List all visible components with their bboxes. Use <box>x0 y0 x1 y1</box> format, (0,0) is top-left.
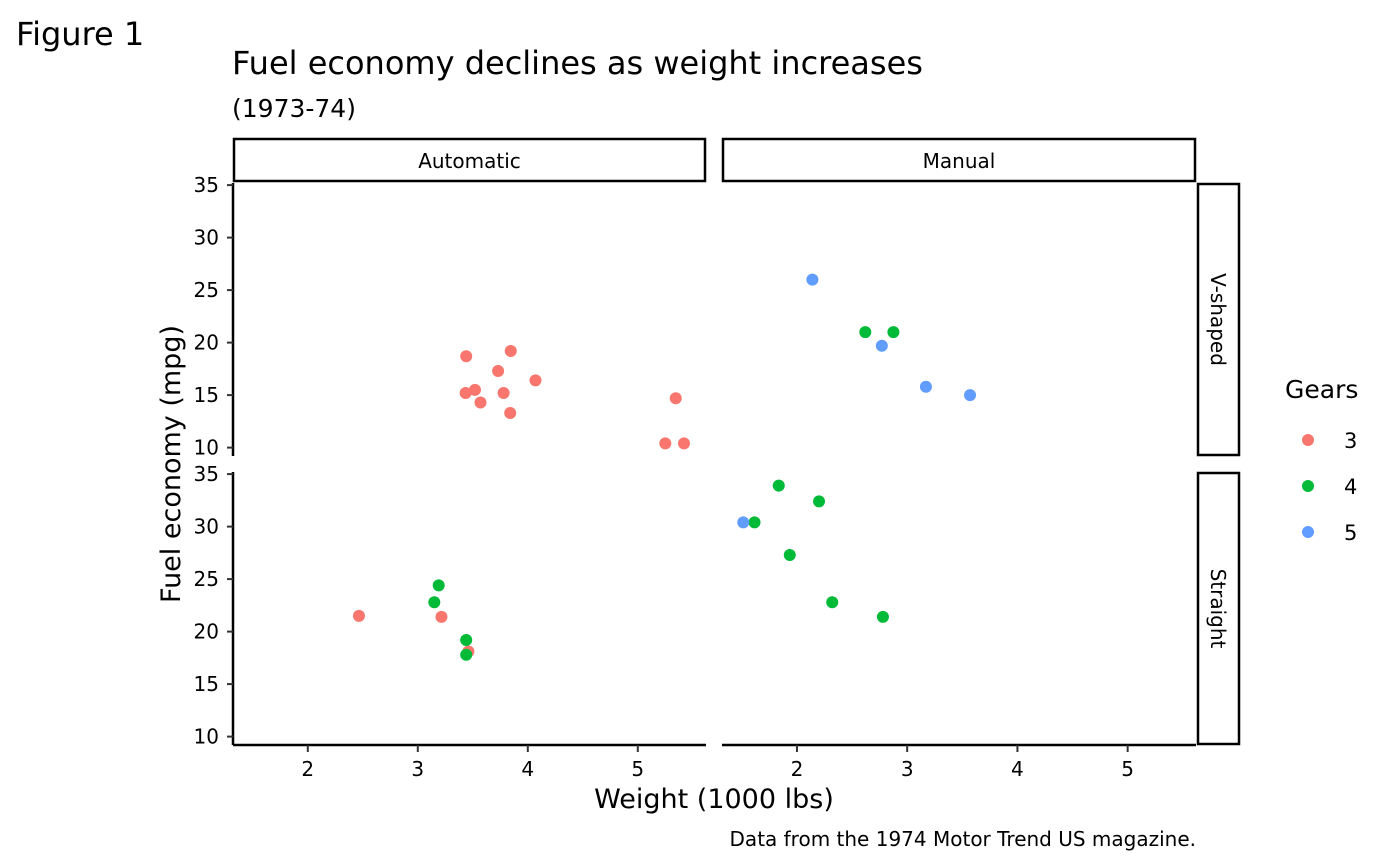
y-tick-label: 30 <box>194 226 219 250</box>
y-tick-label: 35 <box>194 173 219 197</box>
data-point-gear-4 <box>460 648 473 661</box>
x-tick-label: 3 <box>411 757 424 781</box>
x-tick-label: 2 <box>301 757 314 781</box>
panel-automatic-straight <box>352 579 475 661</box>
x-tick-label: 2 <box>791 757 804 781</box>
x-tick-label: 5 <box>1121 757 1134 781</box>
x-axis-label: Weight (1000 lbs) <box>594 784 834 815</box>
x-tick-label: 3 <box>901 757 914 781</box>
data-point-gear-4 <box>813 495 826 508</box>
legend-label: 5 <box>1344 521 1357 545</box>
data-point-gear-4 <box>428 596 441 609</box>
data-point-gear-5 <box>737 516 750 529</box>
facet-column-strips: Automatic Manual <box>232 137 1197 183</box>
y-tick-label: 15 <box>194 383 219 407</box>
data-point-gear-3 <box>504 345 517 357</box>
y-axis-v-shaped: 10 15 20 25 30 35 <box>194 173 235 460</box>
data-point-gear-4 <box>460 634 473 646</box>
data-point-gear-3 <box>492 364 505 377</box>
data-point-gear-3 <box>504 406 517 419</box>
legend-title: Gears <box>1285 375 1358 404</box>
data-point-gear-3 <box>459 387 472 399</box>
y-tick-label: 15 <box>194 672 219 696</box>
chart-caption: Data from the 1974 Motor Trend US magazi… <box>730 827 1196 851</box>
y-tick-label: 25 <box>194 278 219 302</box>
data-point-gear-4 <box>826 596 839 609</box>
data-point-gear-3 <box>474 396 487 409</box>
data-point-gear-3 <box>435 610 448 623</box>
data-point-gear-4 <box>783 548 796 561</box>
data-point-gear-4 <box>859 326 872 339</box>
y-tick-label: 10 <box>194 436 219 460</box>
data-point-gear-5 <box>964 389 977 402</box>
y-tick-label: 25 <box>194 567 219 591</box>
facet-strip-automatic: Automatic <box>232 137 707 183</box>
data-point-gear-4 <box>432 579 445 592</box>
facet-strip-v-shaped: V-shaped <box>1196 182 1241 457</box>
y-axis-straight: 10 15 20 25 30 35 <box>194 462 235 749</box>
facet-strip-manual: Manual <box>721 137 1197 183</box>
data-point-gear-5 <box>919 380 932 393</box>
facet-row-strips: V-shaped Straight <box>1196 182 1241 746</box>
y-tick-label: 20 <box>194 331 219 355</box>
data-point-gear-4 <box>876 610 889 623</box>
legend-swatch <box>1302 526 1314 538</box>
panel-automatic-v-shaped <box>459 345 690 450</box>
data-point-gear-3 <box>678 437 690 450</box>
y-tick-label: 30 <box>194 515 219 539</box>
y-tick-label: 10 <box>194 725 219 749</box>
facet-strip-label: Manual <box>923 149 996 173</box>
data-point-gear-4 <box>748 516 761 529</box>
data-point-gear-4 <box>772 479 785 492</box>
legend-swatch <box>1302 434 1314 446</box>
facet-strip-label: V-shaped <box>1206 273 1230 366</box>
facet-strip-box <box>1196 471 1241 746</box>
chart-title: Fuel economy declines as weight increase… <box>232 44 923 82</box>
legend-label: 4 <box>1344 475 1357 499</box>
data-point-gear-3 <box>460 350 473 363</box>
facet-strip-label: Straight <box>1206 569 1230 649</box>
x-tick-label: 4 <box>1011 757 1024 781</box>
legend-item-3: 3 <box>1302 429 1357 453</box>
panel-manual-straight <box>737 479 889 623</box>
data-points <box>352 273 977 661</box>
y-tick-label: 35 <box>194 462 219 486</box>
panel-manual-v-shaped <box>806 273 977 402</box>
data-point-gear-3 <box>469 383 481 396</box>
legend-item-4: 4 <box>1302 475 1357 499</box>
data-point-gear-3 <box>659 437 672 450</box>
x-axis-automatic: 2 3 4 5 <box>233 743 706 781</box>
legend-swatch <box>1302 480 1314 492</box>
facet-strip-straight: Straight <box>1196 471 1241 746</box>
x-tick-label: 5 <box>631 757 644 781</box>
x-axis-manual: 2 3 4 5 <box>722 743 1196 781</box>
legend: Gears 3 4 5 <box>1285 375 1358 545</box>
data-point-gear-5 <box>806 273 819 286</box>
data-point-gear-3 <box>529 374 542 387</box>
facet-strip-box <box>232 137 707 183</box>
data-point-gear-3 <box>352 609 365 622</box>
x-tick-label: 4 <box>521 757 534 781</box>
data-point-gear-4 <box>887 326 900 339</box>
y-tick-label: 20 <box>194 620 219 644</box>
data-point-gear-3 <box>669 392 682 405</box>
legend-item-5: 5 <box>1302 521 1357 545</box>
facet-strip-label: Automatic <box>418 149 521 173</box>
figure-label: Figure 1 <box>16 15 144 53</box>
facet-strip-box <box>721 137 1197 183</box>
facet-strip-box <box>1196 182 1241 457</box>
y-axis-label: Fuel economy (mpg) <box>156 325 187 603</box>
chart-subtitle: (1973-74) <box>232 94 356 123</box>
data-point-gear-5 <box>875 339 888 352</box>
data-point-gear-3 <box>497 387 510 399</box>
legend-label: 3 <box>1344 429 1357 453</box>
